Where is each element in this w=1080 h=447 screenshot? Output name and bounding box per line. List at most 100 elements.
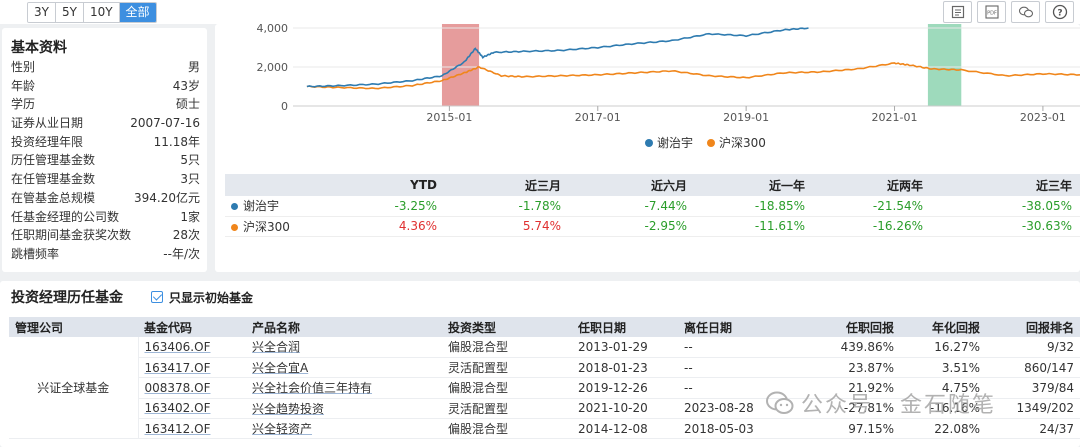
tenure-return: 21.92%: [814, 377, 900, 399]
y-tick-label: 4,000: [257, 24, 289, 35]
history-header-cell: 管理公司: [9, 317, 138, 337]
return-rank: 24/37: [986, 418, 1080, 440]
legend-label[interactable]: 谢治宇: [657, 135, 693, 150]
history-header-cell: 任职回报: [814, 317, 900, 337]
basic-info-value: 11.18年: [153, 134, 200, 149]
fund-name-link[interactable]: 兴全趋势投资: [246, 398, 442, 420]
returns-value: -30.63%: [931, 216, 1080, 237]
fund-name-link[interactable]: 兴全轻资产: [246, 418, 442, 440]
fund-code-link[interactable]: 163402.OF: [138, 398, 246, 420]
comment-icon[interactable]: [1011, 1, 1040, 23]
fund-name-link[interactable]: 兴全合宜A: [246, 357, 442, 379]
basic-info-label: 学历: [11, 97, 36, 112]
basic-info-row: 历任管理基金数 5只: [2, 151, 207, 170]
range-button-3[interactable]: 全部: [119, 3, 156, 22]
basic-info-label: 任职期间基金获奖次数: [11, 228, 132, 243]
x-tick-label: 2021-01: [872, 111, 918, 124]
returns-value: 4.36%: [335, 216, 445, 237]
tenure-return: 97.15%: [814, 418, 900, 440]
start-date: 2018-01-23: [572, 357, 678, 379]
end-date: --: [678, 357, 814, 379]
history-row: 163412.OF 兴全轻资产 偏股混合型 2014-12-08 2018-05-03 9…: [9, 418, 1080, 440]
checkbox-checked-icon[interactable]: [151, 291, 163, 303]
end-date: 2018-05-03: [678, 418, 814, 440]
basic-info-row: 在任管理基金数 3只: [2, 170, 207, 189]
tenure-return: -27.81%: [814, 398, 900, 420]
fund-code-link[interactable]: 163406.OF: [138, 337, 246, 358]
history-header-cell: 产品名称: [246, 317, 442, 337]
start-date: 2013-01-29: [572, 337, 678, 358]
returns-series-name: 沪深300: [243, 219, 290, 234]
fund-name-link[interactable]: 兴全社会价值三年持有: [246, 377, 442, 399]
performance-chart-panel: 4,000 2,000 0 2015-01 2017-01 2019-01 2021-01 2…: [215, 22, 1080, 272]
fund-type: 灵活配置型: [442, 357, 572, 379]
pdf-icon[interactable]: PDF: [977, 1, 1006, 23]
annual-return: 16.27%: [900, 337, 986, 358]
watermark: 公众号 · 金石随笔: [765, 387, 996, 419]
basic-info-label: 性别: [11, 60, 36, 74]
svg-text:?: ?: [1057, 9, 1062, 19]
fund-type: 偏股混合型: [442, 418, 572, 440]
basic-info-label: 证券从业日期: [11, 116, 84, 131]
fund-code-link[interactable]: 008378.OF: [138, 377, 246, 399]
initial-fund-checkbox[interactable]: 只显示初始基金: [151, 289, 253, 306]
basic-info-row: 性别 男: [2, 58, 207, 77]
return-rank: 860/147: [986, 357, 1080, 379]
history-header-cell: 投资类型: [442, 317, 572, 337]
chart-legend: 谢治宇 沪深300: [645, 135, 766, 150]
basic-info-value: 3只: [180, 172, 200, 187]
top-toolbar: 3Y 5Y 10Y 全部 PDF ?: [0, 0, 1080, 24]
chart-tools: PDF ?: [943, 1, 1074, 23]
range-button-1[interactable]: 5Y: [55, 3, 84, 22]
returns-value: -3.25%: [335, 196, 445, 217]
y-tick-label: 2,000: [257, 61, 289, 74]
basic-info-label: 投资经理年限: [11, 134, 84, 149]
basic-info-label: 历任管理基金数: [11, 153, 96, 168]
legend-label[interactable]: 沪深300: [719, 136, 766, 150]
history-header-cell: 回报排名: [986, 317, 1080, 337]
return-rank: 1349/202: [986, 398, 1080, 420]
basic-info-value: 2007-07-16: [130, 116, 200, 131]
basic-info-label: 跳槽频率: [11, 246, 60, 261]
basic-info-label: 年龄: [11, 78, 36, 93]
range-button-2[interactable]: 10Y: [83, 3, 120, 22]
basic-info-label: 在管基金总规模: [11, 190, 96, 205]
help-icon[interactable]: ?: [1045, 1, 1074, 23]
series-dot-icon: [231, 223, 238, 231]
fund-code-link[interactable]: 163417.OF: [138, 357, 246, 379]
returns-value: -11.61%: [695, 216, 813, 237]
basic-info-row: 跳槽频率 --年/次: [2, 245, 207, 264]
checkbox-label: 只显示初始基金: [169, 290, 254, 305]
basic-info-row: 证券从业日期 2007-07-16: [2, 114, 207, 133]
return-rank: 379/84: [986, 377, 1080, 399]
start-date: 2021-10-20: [572, 398, 678, 420]
basic-info-row: 学历 硕士: [2, 95, 207, 114]
data-table-icon[interactable]: [943, 1, 972, 23]
history-row: 兴证全球基金 163406.OF 兴全合润 偏股混合型 2013-01-29 -- 439.…: [9, 337, 1080, 440]
history-row: 163417.OF 兴全合宜A 灵活配置型 2018-01-23 -- 23.87% 3.5…: [9, 357, 1080, 379]
annual-return: 4.75%: [900, 377, 986, 399]
svg-text:PDF: PDF: [987, 11, 997, 17]
history-header-cell: 年化回报: [900, 317, 986, 337]
history-header-cell: 任职日期: [572, 317, 678, 337]
returns-header-cell: 近三年: [931, 174, 1080, 196]
fund-type: 灵活配置型: [442, 398, 572, 420]
x-tick-label: 2017-01: [575, 111, 621, 124]
returns-row: 沪深300 4.36% 5.74% -2.95% -11.61% -16.26% -30.6…: [225, 216, 1080, 237]
returns-value: -21.54%: [813, 196, 931, 217]
basic-info-row: 任基金经理的公司数 1家: [2, 208, 207, 227]
returns-header-cell: [225, 174, 335, 196]
fund-code-link[interactable]: 163412.OF: [138, 418, 246, 440]
x-tick-label: 2023-01: [1020, 111, 1066, 124]
y-tick-label: 0: [281, 100, 288, 113]
annual-return: 22.08%: [900, 418, 986, 440]
highlight-band: [927, 24, 962, 106]
range-button-0[interactable]: 3Y: [28, 3, 56, 22]
basic-info-value: --年/次: [163, 246, 200, 261]
x-tick-label: 2015-01: [426, 111, 472, 124]
returns-header-cell: 近两年: [813, 174, 931, 196]
returns-value: 5.74%: [445, 216, 569, 237]
basic-info-row: 任职期间基金获奖次数 28次: [2, 226, 207, 245]
fund-name-link[interactable]: 兴全合润: [246, 337, 442, 358]
